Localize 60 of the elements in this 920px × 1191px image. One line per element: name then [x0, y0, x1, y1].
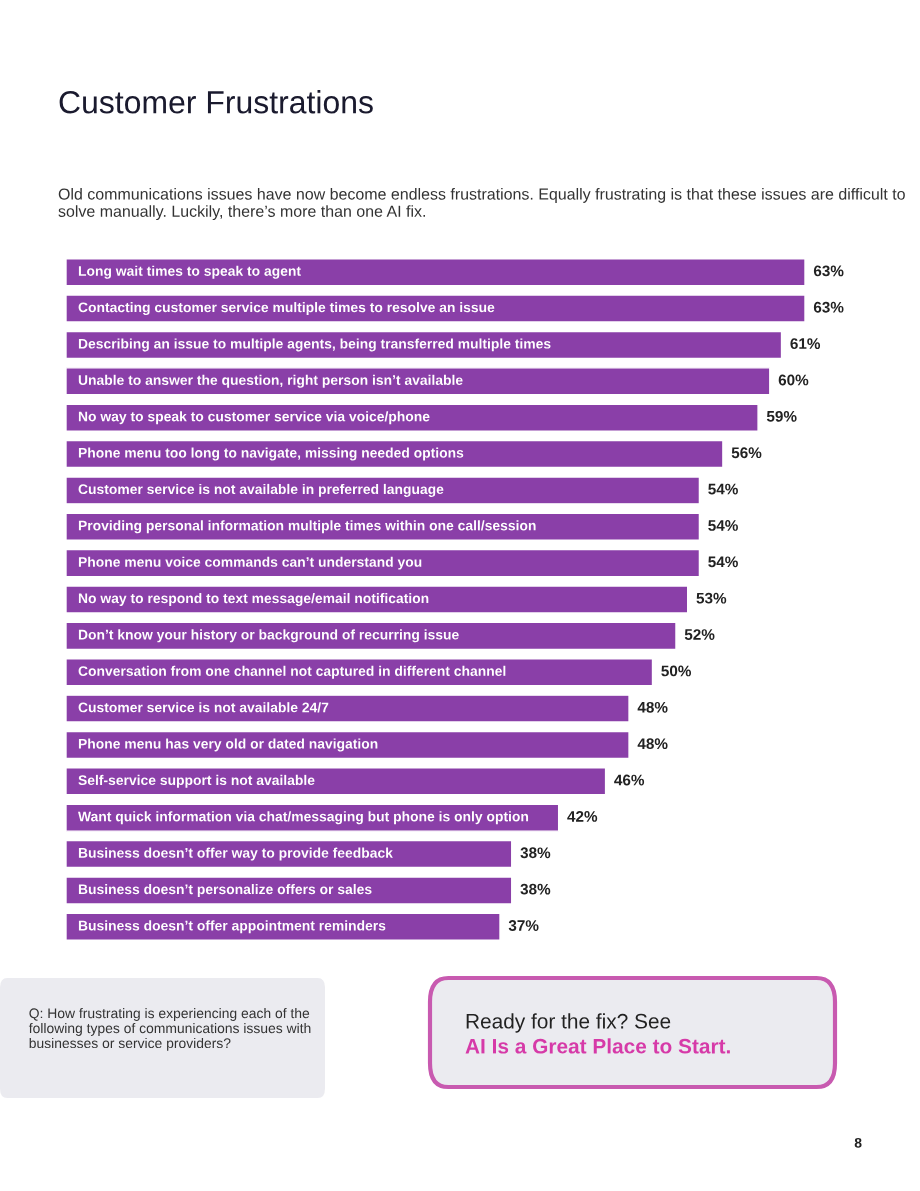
bar [66, 294, 806, 323]
data-label: 61% [790, 338, 821, 350]
y-tick-label: Phone menu has very old or dated navigation [78, 738, 378, 752]
data-label: 54% [708, 520, 738, 531]
bar [66, 912, 501, 941]
bar [66, 548, 701, 578]
text: AI Is a Great Place to Start. [465, 1038, 730, 1054]
bar [66, 767, 607, 796]
y-tick-label: Business doesn’t offer way to provide feedback [78, 847, 393, 861]
bar [66, 258, 806, 287]
bar [66, 367, 771, 396]
y-tick-label: No way to speak to customer service via voice/phone [78, 411, 430, 425]
y-tick-label: Phone menu too long to navigate, missing needed options [78, 447, 464, 461]
y-tick-label: Want quick information via chat/messaging but phone is only option [78, 811, 529, 825]
y-tick-label: Don’t know your history or background of recurring issue [78, 629, 459, 643]
bar [66, 439, 724, 469]
text: Q: How frustrating is experiencing each of the following types of communications issues with businesses or service providers? [28, 1008, 311, 1051]
text: 8 [854, 1137, 862, 1148]
y-tick-label: Business doesn’t offer appointment reminders [78, 920, 386, 934]
bar [66, 876, 513, 905]
chart-subtitle: Old communications issues have now become endless frustrations. Equally frustrating is that these issues are difficult to solve manually. Luckily, there’s more than one AI fix. [58, 188, 905, 221]
chart-title: Customer Frustrations [59, 90, 373, 114]
y-tick-label: Describing an issue to multiple agents, being transferred multiple times [78, 338, 551, 352]
y-tick-label: Customer service is not available 24/7 [78, 702, 329, 713]
text: Ready for the fix? See [466, 1013, 671, 1033]
data-label: 46% [614, 774, 645, 786]
y-tick-label: Self-service support is not available [78, 774, 315, 788]
y-tick-label: Conversation from one channel not captured in different channel [78, 665, 506, 679]
data-label: 48% [637, 738, 668, 750]
y-tick-label: No way to respond to text message/email notification [78, 593, 429, 606]
y-tick-label: Long wait times to speak to agent [78, 265, 301, 279]
data-label: 56% [731, 447, 762, 459]
y-tick-label: Phone menu voice commands can’t understand you [78, 556, 422, 570]
y-tick-label: Business doesn’t personalize offers or sales [78, 883, 372, 897]
data-label: 53% [696, 592, 727, 604]
y-tick-label: Providing personal information multiple times within one call/session [78, 520, 536, 534]
data-label: 59% [766, 410, 797, 422]
data-label: 50% [661, 665, 692, 677]
y-tick-label: Contacting customer service multiple times to resolve an issue [78, 302, 495, 316]
data-label: 63% [813, 301, 844, 313]
bar [66, 730, 630, 760]
bar [66, 403, 759, 432]
data-label: 60% [778, 374, 809, 386]
data-label: 38% [520, 847, 551, 859]
data-label: 37% [508, 920, 539, 931]
bar [66, 694, 630, 723]
data-label: 38% [520, 883, 551, 895]
data-label: 52% [684, 629, 715, 640]
bar [66, 585, 689, 614]
data-label: 54% [708, 483, 738, 495]
data-label: 54% [708, 556, 738, 568]
bar [66, 621, 677, 651]
data-label: 42% [567, 810, 598, 822]
bar [66, 476, 701, 505]
data-label: 63% [813, 265, 844, 277]
bar [66, 330, 783, 360]
y-tick-label: Unable to answer the question, right person isn’t available [78, 374, 463, 388]
data-label: 48% [637, 701, 668, 713]
y-tick-label: Customer service is not available in preferred language [78, 483, 444, 497]
bar [66, 512, 701, 541]
